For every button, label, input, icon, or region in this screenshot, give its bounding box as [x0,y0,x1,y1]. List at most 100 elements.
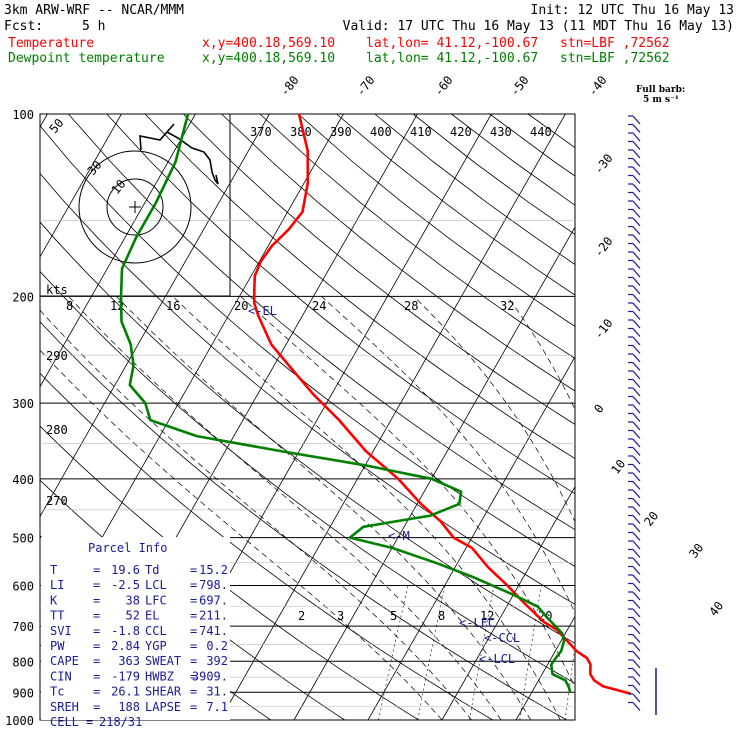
isotherm-label: -60 [431,73,455,99]
dewpoint-xy: x,y=400.18,569.10 [202,51,335,66]
wind-barb [632,234,641,244]
hodograph-ring-label-30: 30 [85,158,105,178]
wind-barb [632,498,641,507]
wind-barb [632,268,641,278]
hodograph-trace [139,123,219,185]
parcel-eq-left: = [93,578,100,592]
forecast-hours: 5 h [82,19,105,34]
wind-barb [632,183,641,193]
moist-adiabat-line [240,296,575,689]
parcel-eq-right: = [190,624,197,638]
theta-label: 380 [290,125,312,139]
wind-barb [632,413,641,422]
isotherm-line [219,113,566,721]
wind-barb [632,294,641,303]
moist-adiabat-line [68,296,502,721]
level-markers: <-EL <-M <-LFC <-CCL <-LCL [248,304,520,666]
wind-barb [632,132,641,142]
parcel-value-left: 188 [118,700,140,714]
parcel-key-left: TT [50,609,64,623]
wind-barb [632,149,641,159]
parcel-key-right: SHEAR [145,685,182,699]
parcel-key-left: CIN [50,669,72,683]
mixing-ratio-label: 12 [480,609,494,623]
wind-barb [632,345,641,354]
wind-barb [632,566,641,575]
mixing-ratio-label: 2 [298,609,305,623]
valid-time: Valid: 17 UTC Thu 16 May 13 (11 MDT Thu … [343,19,734,34]
pressure-tick-label: 200 [12,290,34,304]
wind-barb [632,438,641,448]
parcel-value-right: 798. [199,578,228,592]
parcel-eq-left: = [93,624,100,638]
pressure-tick-label: 500 [12,532,34,546]
temperature-profile-line [252,113,632,695]
wind-barb [632,396,641,405]
dewpoint-profile-line [119,113,572,693]
isotherm-label: -40 [585,73,609,99]
wind-barb [632,277,641,286]
wind-barb [632,634,641,643]
parcel-value-right: 697. [199,593,228,607]
wind-barb [632,302,641,312]
wind-barb [632,447,641,456]
hodograph-speed-label: 16 [166,299,180,313]
wind-barb [632,506,641,516]
hodograph: 50 30 10 kts [46,116,219,297]
parcel-eq-left: = [93,654,100,668]
parcel-value-right: 31. [206,685,228,699]
isotherm-line [40,113,270,518]
lfc-marker: <-LFC [459,616,495,630]
parcel-eq-left: = [86,715,93,729]
parcel-value-left: 19.6 [111,563,140,577]
parcel-eq-left: = [93,609,100,623]
moist-adiabat-line [40,309,472,721]
parcel-key-right: CCL [145,624,167,638]
wind-barb [632,472,641,482]
wind-barb [632,336,641,346]
parcel-key-left: T [50,563,57,577]
forecast-label: Fcst: [4,19,43,34]
wind-barb [632,124,641,133]
theta-label: 420 [450,125,472,139]
wind-barb [632,608,641,618]
parcel-key-left: LI [50,578,64,592]
isotherm-label: -20 [591,234,615,260]
parcel-key-left: K [50,593,58,607]
wind-barb [632,464,641,473]
theta-label: 410 [410,125,432,139]
isotherm-label: 0 [591,402,606,416]
wind-barb [632,685,641,694]
isotherm-label: -70 [353,73,377,99]
wind-barb [632,642,641,652]
parcel-eq-left: = [93,593,100,607]
wind-barb [632,549,641,558]
hodograph-units: kts [46,283,68,297]
wind-barb [632,251,641,261]
wind-barb [632,455,641,465]
wind-barb [632,481,641,490]
parcel-value-left: 2.84 [111,639,140,653]
parcel-eq-right: = [190,685,197,699]
moist-adiabat-line [172,296,561,721]
wind-barb [632,200,641,210]
mixing-ratio-label: 3 [337,609,344,623]
wind-barb [632,430,641,439]
moist-adiabat-line [507,296,575,411]
init-time: Init: 12 UTC Thu 16 May 13 [531,3,735,18]
wind-barb [632,591,641,601]
parcel-value-right: 7.1 [206,700,228,714]
wind-barb [632,651,641,660]
hodograph-ring-label-10: 10 [109,177,129,197]
parcel-eq-left: = [93,700,100,714]
theta-left-label: 270 [46,494,68,508]
moist-adiabat-line [413,296,575,523]
moist-adiabat-line [588,296,708,720]
parcel-value-left: -179 [111,669,140,683]
temperature-xy: x,y=400.18,569.10 [202,36,335,51]
moist-adiabat-line [321,296,575,614]
wind-barb [632,540,641,550]
wind-barb [632,328,641,337]
pressure-tick-label: 1000 [5,714,34,728]
parcel-eq-left: = [93,639,100,653]
